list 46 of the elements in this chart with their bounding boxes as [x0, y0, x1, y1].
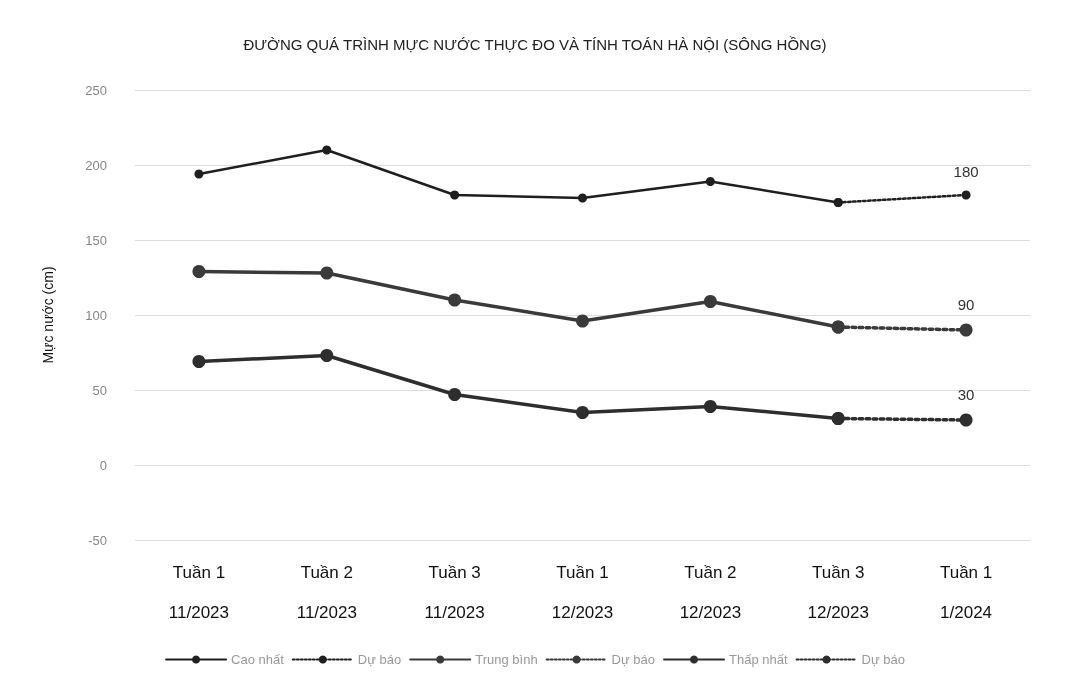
legend-label: Cao nhất: [231, 652, 285, 667]
point: [961, 190, 971, 200]
data-label: 180: [953, 162, 979, 180]
category-label: Tuần 2 12/2023: [679, 562, 742, 622]
category-label: Tuần 3 11/2023: [424, 562, 485, 622]
point: [833, 198, 843, 207]
y-tick-label: 100: [85, 307, 107, 323]
y-tick-label: 0: [99, 457, 107, 473]
point: [703, 400, 717, 413]
point: [831, 412, 845, 425]
point: [705, 177, 715, 186]
chart-title: ĐƯỜNG QUÁ TRÌNH MỰC NƯỚC THỰC ĐO VÀ TÍNH TOÁN HÀ NỘI (SÔNG HỒNG): [243, 36, 827, 53]
category-label: Tuần 1 11/2023: [168, 562, 230, 622]
y-tick-label: 150: [85, 232, 107, 248]
category-label: Tuần 1 12/2023: [551, 562, 614, 622]
point: [192, 355, 206, 368]
point: [322, 145, 332, 155]
data-label: 30: [957, 385, 975, 403]
point: [448, 388, 462, 401]
point: [959, 413, 973, 427]
point: [320, 266, 334, 280]
point: [576, 406, 589, 419]
y-tick-label: -50: [88, 532, 107, 548]
point: [959, 323, 973, 337]
y-tick-label: 250: [85, 82, 107, 98]
legend-label: Dự báo: [357, 652, 402, 667]
legend-label: Dự báo: [611, 652, 656, 667]
point: [448, 293, 462, 307]
point: [578, 193, 587, 203]
y-axis-title: Mực nước (cm): [40, 266, 56, 364]
point: [194, 169, 204, 179]
point: [703, 295, 717, 308]
point: [576, 314, 589, 328]
point: [831, 320, 845, 334]
point: [450, 190, 460, 200]
legend-label: Thấp nhất: [729, 652, 788, 667]
category-label: Tuần 3 12/2023: [807, 562, 869, 622]
y-tick-label: 50: [92, 382, 107, 398]
point: [192, 265, 206, 278]
legend-label: Trung bình: [475, 652, 538, 667]
category-label: Tuần 2 11/2023: [296, 562, 357, 622]
y-tick-label: 200: [85, 157, 107, 173]
category-label: Tuần 1 1/2024: [939, 562, 993, 622]
point: [320, 349, 334, 362]
data-label: 90: [957, 295, 975, 313]
legend-label: Dự báo: [861, 652, 905, 667]
